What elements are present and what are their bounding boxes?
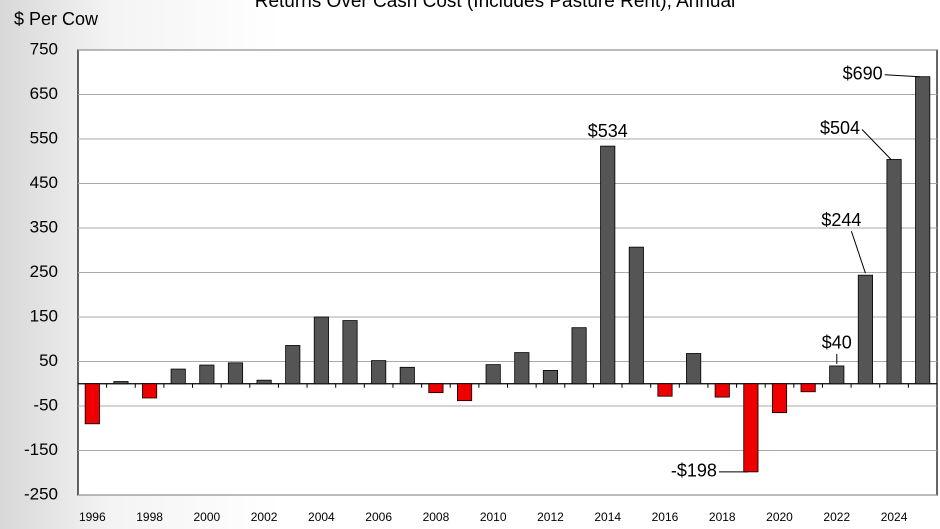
value-label: $40 — [822, 333, 852, 353]
bar — [456, 383, 473, 402]
leader-line — [884, 74, 920, 78]
bar — [227, 362, 244, 385]
y-tick-label: -250 — [24, 484, 58, 503]
bar — [829, 365, 845, 385]
x-tick-label: 2016 — [652, 510, 679, 524]
value-label: $690 — [843, 63, 883, 83]
x-tick-label: 2002 — [251, 510, 278, 524]
bar — [571, 327, 587, 385]
value-label: $244 — [821, 210, 861, 230]
bar — [399, 366, 415, 385]
y-tick-label: -50 — [33, 395, 58, 414]
y-tick-label: 150 — [30, 306, 58, 325]
value-label: -$198 — [671, 461, 717, 481]
bar — [686, 353, 702, 385]
bar — [256, 379, 272, 385]
y-tick-label: 350 — [30, 217, 58, 236]
bar — [485, 364, 501, 385]
bar — [142, 383, 158, 399]
bar — [170, 368, 186, 385]
bar — [84, 383, 100, 425]
bar — [657, 383, 673, 397]
y-tick-label: 750 — [30, 39, 58, 58]
bar — [371, 360, 387, 385]
bar — [313, 316, 329, 385]
bar — [542, 369, 559, 385]
bar — [285, 345, 301, 385]
bar — [342, 320, 358, 385]
value-label: $534 — [588, 121, 628, 141]
x-tick-label: 2024 — [881, 510, 908, 524]
x-tick-label: 2000 — [193, 510, 220, 524]
bar — [915, 76, 931, 385]
x-tick-label: 2004 — [308, 510, 335, 524]
x-tick-label: 2020 — [766, 510, 793, 524]
bar — [428, 383, 444, 394]
y-tick-label: 550 — [30, 128, 58, 147]
bar — [628, 246, 644, 385]
x-tick-label: 2018 — [709, 510, 736, 524]
bar — [714, 383, 730, 398]
leader-line — [850, 231, 866, 274]
x-tick-label: 2022 — [823, 510, 850, 524]
value-label: $504 — [820, 118, 860, 138]
x-tick-label: 1998 — [136, 510, 163, 524]
bar — [771, 383, 788, 414]
x-tick-label: 1996 — [79, 510, 106, 524]
bar — [199, 364, 215, 385]
y-tick-label: 250 — [30, 262, 58, 281]
leader-line — [861, 129, 892, 160]
bar — [514, 352, 530, 385]
x-tick-label: 2012 — [537, 510, 564, 524]
y-tick-label: 650 — [30, 84, 58, 103]
x-tick-label: 2008 — [423, 510, 450, 524]
y-tick-label: 450 — [30, 173, 58, 192]
bar — [800, 383, 816, 393]
chart-title: Returns Over Cash Cost (Includes Pasture… — [255, 0, 736, 12]
bar — [886, 159, 902, 385]
bar — [857, 274, 873, 385]
y-tick-label: 50 — [39, 351, 58, 370]
x-tick-label: 2014 — [594, 510, 621, 524]
y-axis-label: $ Per Cow — [14, 9, 99, 29]
bar — [600, 145, 616, 385]
x-tick-label: 2010 — [480, 510, 507, 524]
x-tick-label: 2006 — [365, 510, 392, 524]
bar — [743, 383, 759, 473]
bar — [113, 381, 129, 385]
y-tick-label: -150 — [24, 440, 58, 459]
